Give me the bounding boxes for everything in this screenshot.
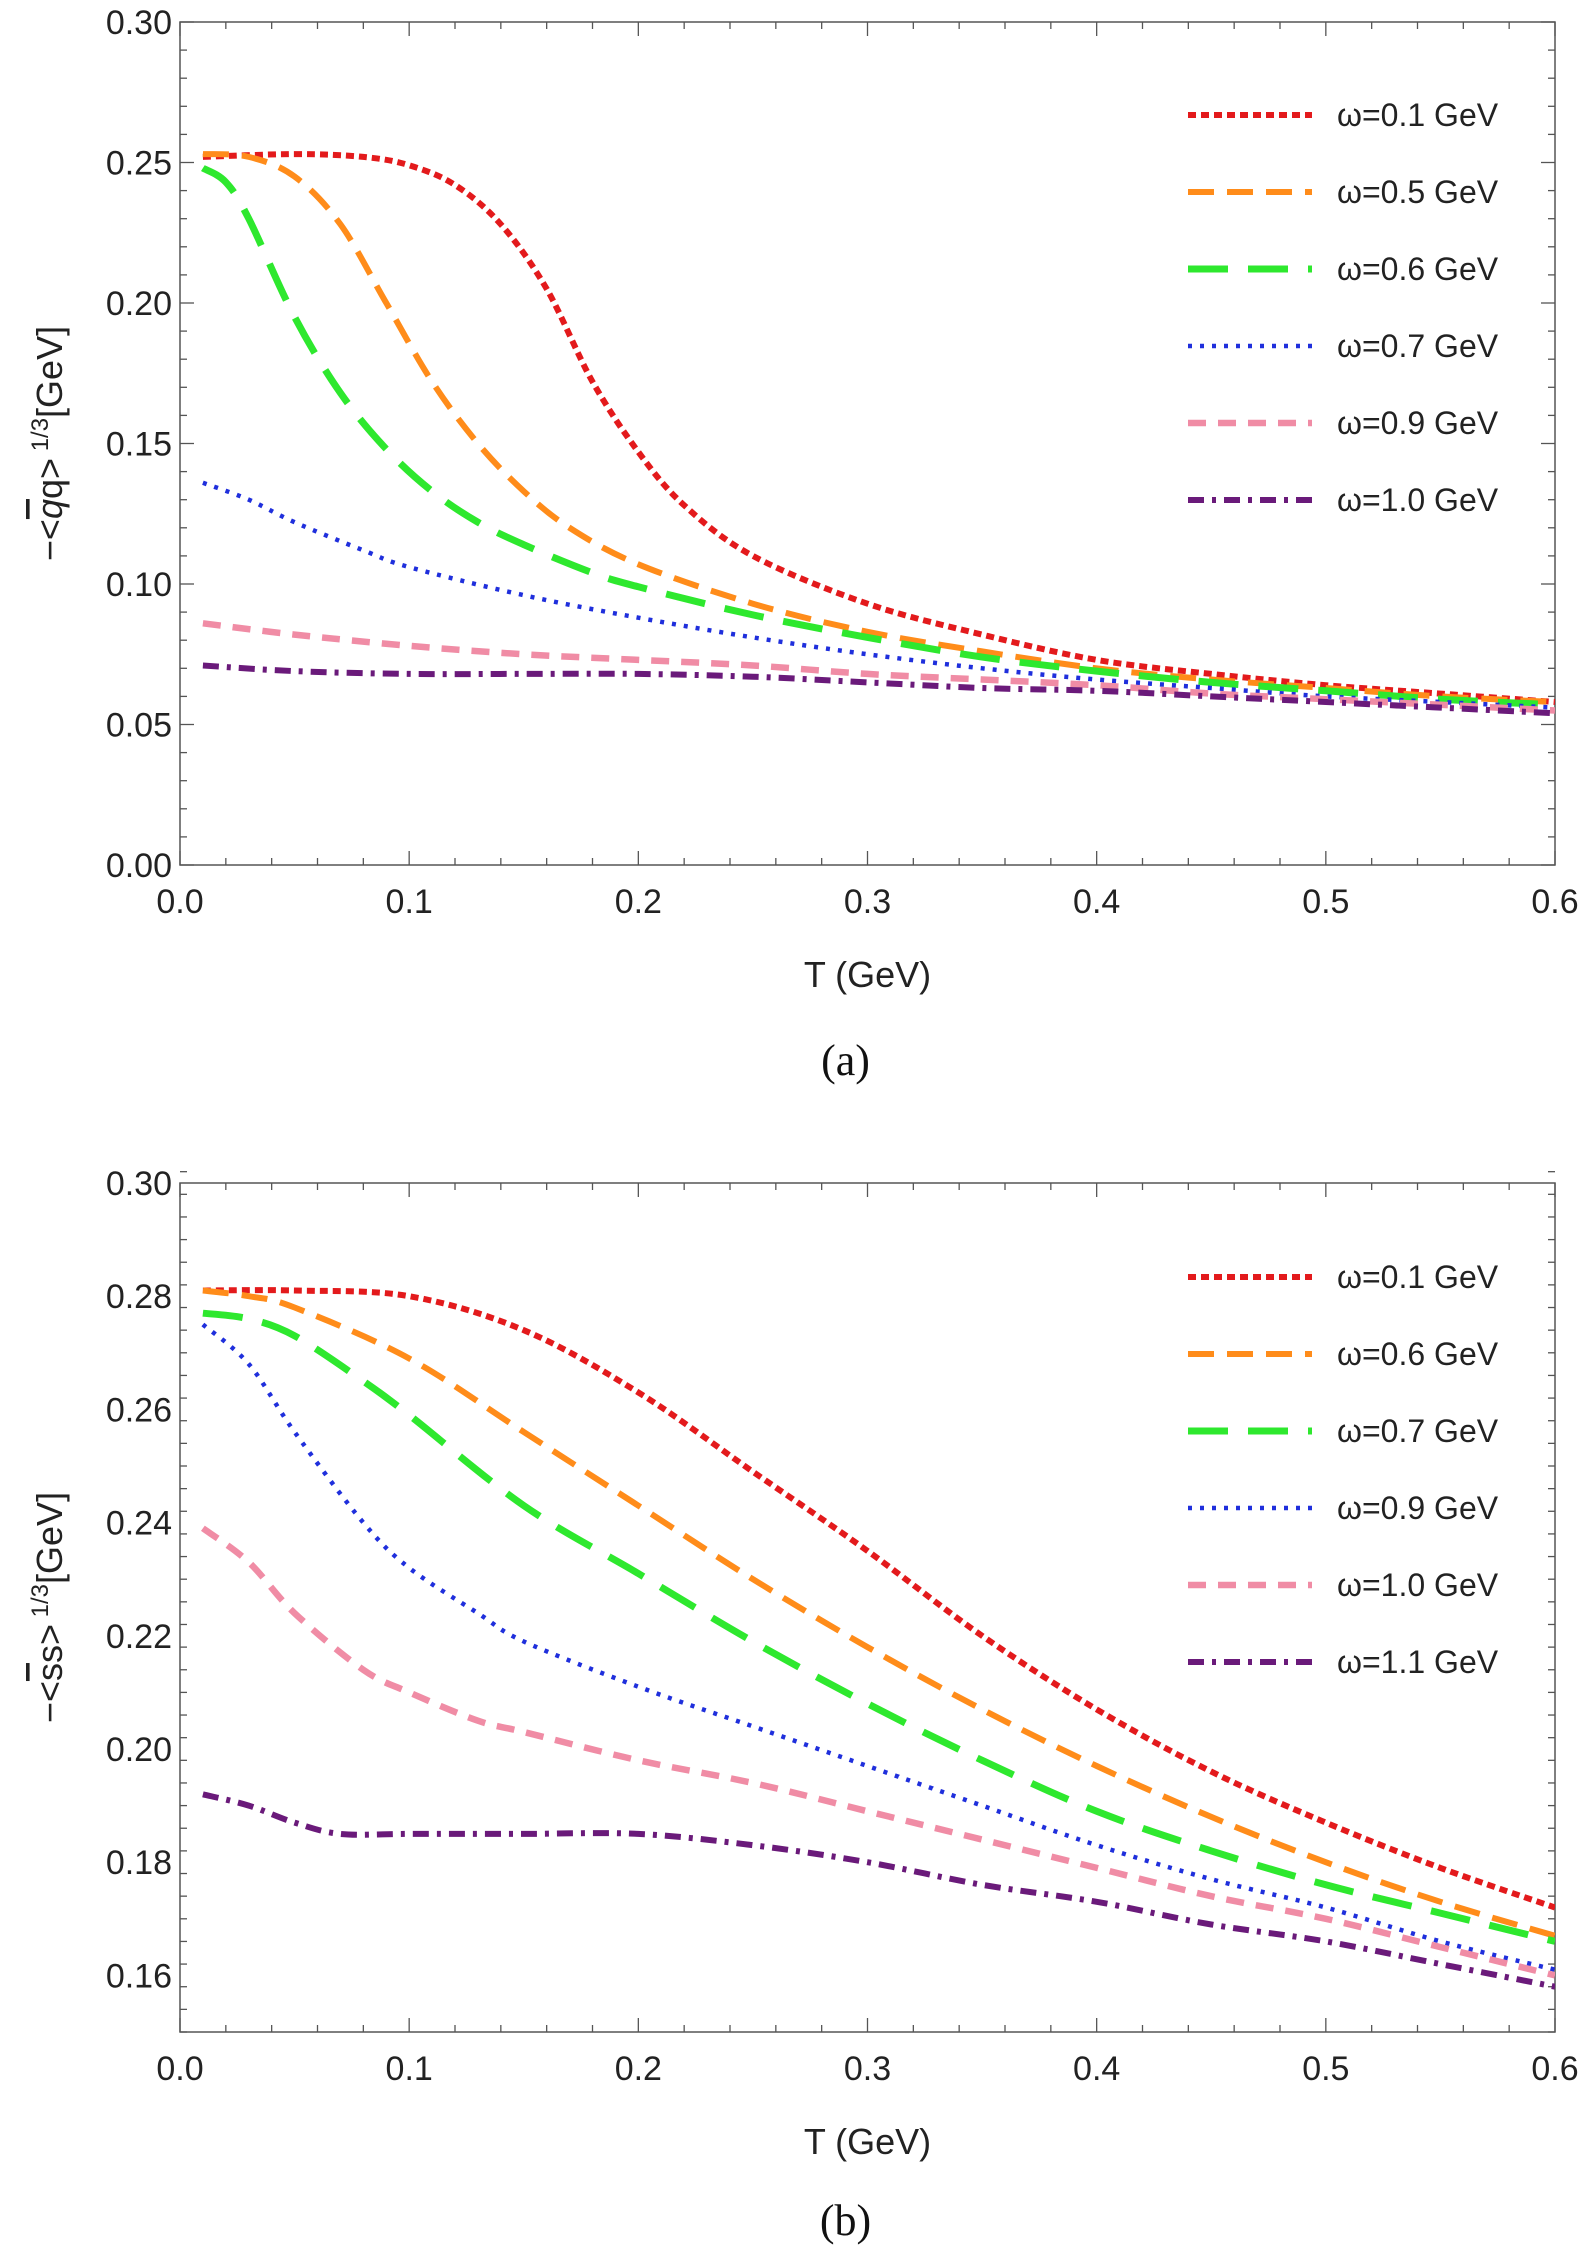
series-line-omega-0-5 <box>202 151 1555 705</box>
figure-caption: (b) <box>820 2196 871 2245</box>
y-tick-label: 0.30 <box>106 1165 172 1203</box>
x-tick-label: 0.4 <box>1073 883 1120 921</box>
legend-label: ω=0.1 GeV <box>1337 97 1499 133</box>
y-tick-label: 0.10 <box>106 566 172 604</box>
series-line-omega-1-0 <box>202 662 1555 717</box>
series-line-omega-0-6 <box>201 165 1555 709</box>
x-tick-label: 0.6 <box>1531 883 1578 921</box>
y-tick-label: 0.00 <box>106 847 172 885</box>
legend-label: ω=0.5 GeV <box>1337 174 1499 210</box>
legend-label: ω=1.0 GeV <box>1337 1567 1499 1603</box>
svg-text:−<ss> 1/3[GeV]: −<ss> 1/3[GeV] <box>27 1492 70 1723</box>
legend-label: ω=0.9 GeV <box>1337 1490 1499 1526</box>
y-tick-label: 0.20 <box>106 285 172 323</box>
x-tick-label: 0.0 <box>156 883 203 921</box>
x-tick-label: 0.5 <box>1302 2050 1349 2088</box>
legend-label: ω=1.1 GeV <box>1337 1644 1499 1680</box>
y-tick-label: 0.30 <box>106 4 172 42</box>
svg-text:−<qq> 1/3[GeV]: −<qq> 1/3[GeV] <box>27 326 70 561</box>
series-layer <box>200 1287 1555 1990</box>
chart-panel-b: 0.0 0.1 0.2 0.3 0.4 0.5 0.6 0.16 0.18 0.20 0.22 0.2… <box>27 1165 1579 2245</box>
y-tick-label: 0.15 <box>106 426 172 464</box>
x-tick-label: 0.2 <box>615 883 662 921</box>
x-tick-label: 0.3 <box>844 2050 891 2088</box>
y-tick-label: 0.25 <box>106 145 172 183</box>
series-line-omega-1-1 <box>202 1791 1555 1990</box>
y-tick-label: 0.16 <box>106 1957 172 1995</box>
x-axis-title: T (GeV) <box>804 954 931 995</box>
y-tick-label: 0.26 <box>106 1391 172 1429</box>
x-axis-title: T (GeV) <box>804 2121 931 2162</box>
x-tick-label: 0.4 <box>1073 2050 1120 2088</box>
legend-label: ω=0.7 GeV <box>1337 328 1499 364</box>
chart-panel-a: 0.0 0.1 0.2 0.3 0.4 0.5 0.6 0.00 0.05 0.10 0.15 0.2… <box>27 4 1579 1085</box>
x-tick-label: 0.1 <box>386 2050 433 2088</box>
x-tick-label: 0.0 <box>156 2050 203 2088</box>
x-tick-label: 0.6 <box>1531 2050 1578 2088</box>
series-layer <box>201 151 1555 717</box>
x-tick-label: 0.1 <box>386 883 433 921</box>
series-line-omega-0-6 <box>202 1287 1555 1939</box>
legend: ω=0.1 GeV ω=0.5 GeV ω=0.6 GeV ω=0.7 GeV ω=0.… <box>1188 97 1499 518</box>
y-axis-title: −<ss> 1/3[GeV] <box>27 1492 70 1723</box>
x-tick-label: 0.5 <box>1302 883 1349 921</box>
series-line-omega-1-0 <box>200 1525 1555 1979</box>
y-tick-label: 0.20 <box>106 1731 172 1769</box>
y-axis-title: −<qq> 1/3[GeV] <box>27 326 70 561</box>
legend-label: ω=1.0 GeV <box>1337 482 1499 518</box>
legend-label: ω=0.7 GeV <box>1337 1413 1499 1449</box>
y-tick-label: 0.05 <box>106 707 172 745</box>
plot-frame <box>179 21 1556 866</box>
series-line-omega-0-1 <box>202 1287 1555 1911</box>
y-tick-label: 0.28 <box>106 1278 172 1316</box>
y-tick-label: 0.24 <box>106 1505 172 1543</box>
y-tick-label: 0.18 <box>106 1844 172 1882</box>
legend-label: ω=0.9 GeV <box>1337 405 1499 441</box>
x-tick-label: 0.3 <box>844 883 891 921</box>
legend-label: ω=0.6 GeV <box>1337 1336 1499 1372</box>
series-line-omega-0-7 <box>202 1309 1555 1945</box>
y-tick-label: 0.22 <box>106 1618 172 1656</box>
plot-frame <box>179 1182 1556 2033</box>
legend: ω=0.1 GeV ω=0.6 GeV ω=0.7 GeV ω=0.9 GeV ω=1.… <box>1188 1259 1499 1680</box>
legend-label: ω=0.6 GeV <box>1337 251 1499 287</box>
figure-caption: (a) <box>821 1036 870 1085</box>
legend-label: ω=0.1 GeV <box>1337 1259 1499 1295</box>
x-tick-label: 0.2 <box>615 2050 662 2088</box>
